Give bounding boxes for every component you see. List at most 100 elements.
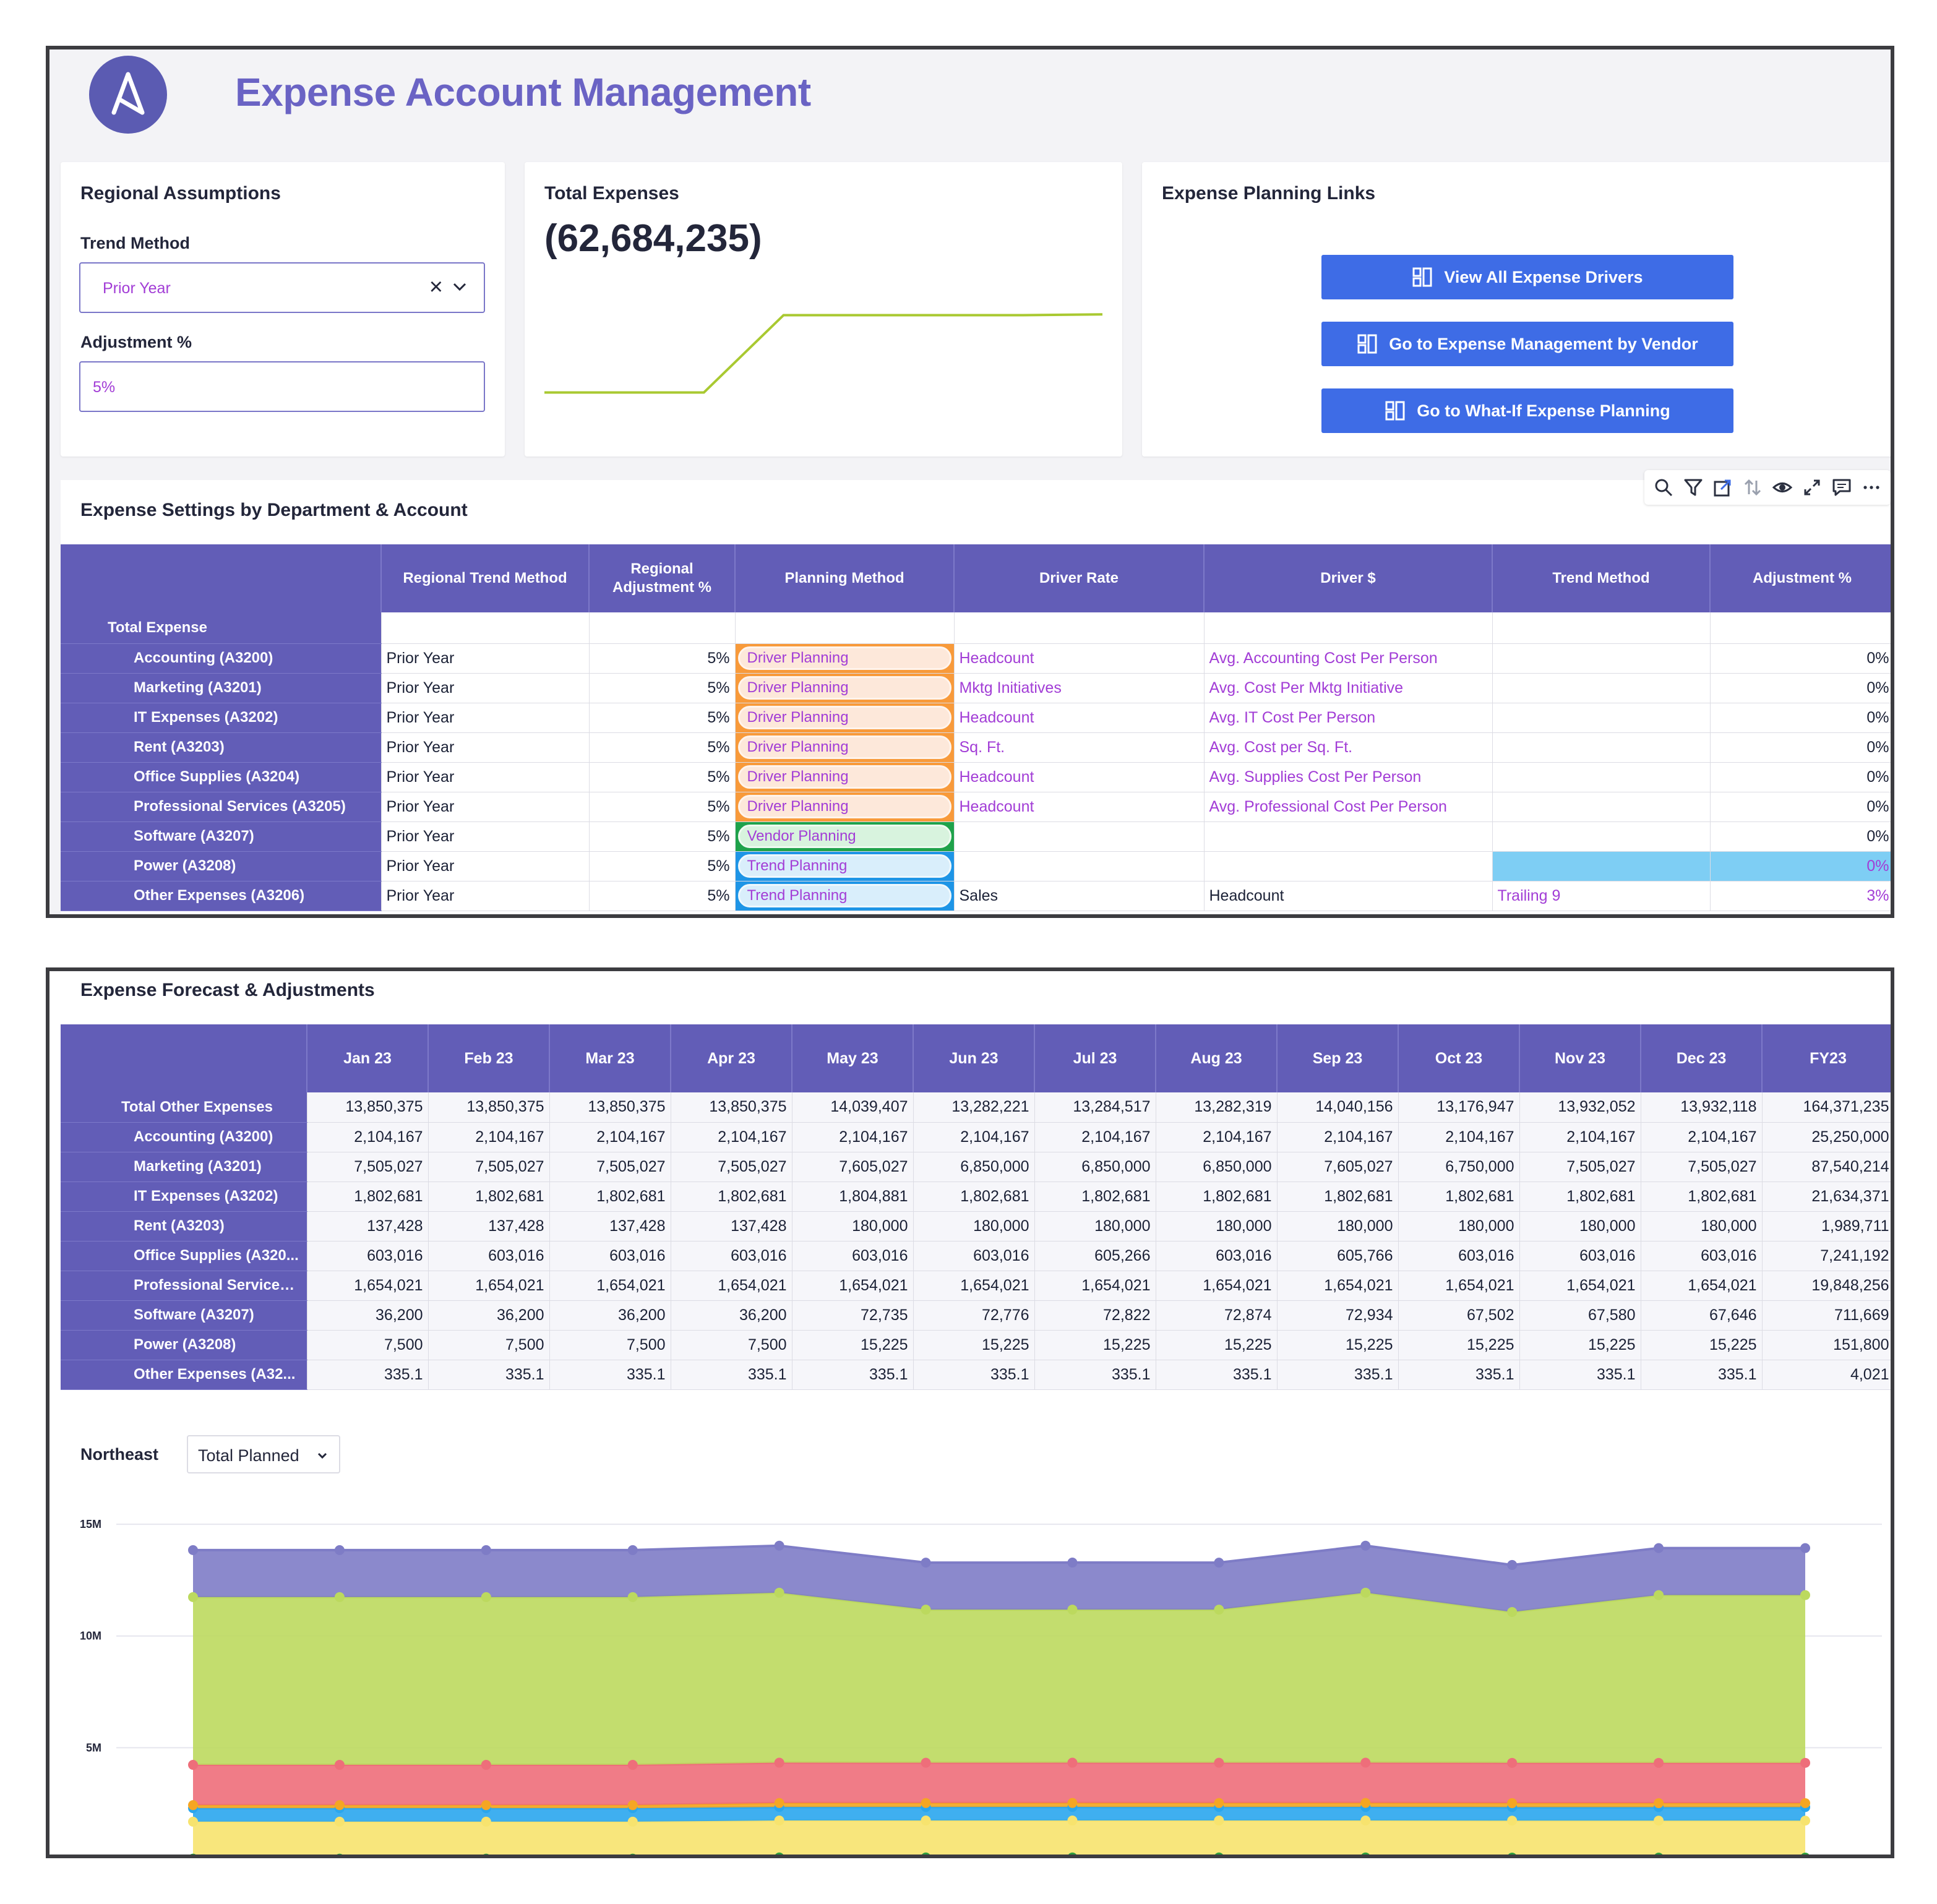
value-cell[interactable]: 1,654,021	[1641, 1271, 1763, 1301]
value-cell[interactable]: 25,250,000	[1762, 1122, 1891, 1152]
adjustment-cell[interactable]: 0%	[1710, 851, 1891, 881]
data-point[interactable]	[1360, 1816, 1371, 1826]
month-header[interactable]: Apr 23	[671, 1024, 792, 1092]
data-point[interactable]	[188, 1816, 198, 1827]
month-header[interactable]: Feb 23	[428, 1024, 550, 1092]
row-header[interactable]: Software (A3207)	[61, 1300, 307, 1331]
row-header[interactable]: IT Expenses (A3202)	[61, 1181, 307, 1212]
value-cell[interactable]: 15,225	[1398, 1330, 1520, 1360]
row-header[interactable]: Professional Services ...	[61, 1271, 307, 1301]
data-point[interactable]	[1654, 1798, 1664, 1808]
data-point[interactable]	[1507, 1606, 1518, 1617]
sort-icon[interactable]	[1742, 477, 1763, 498]
column-header[interactable]: Trend Method	[1492, 544, 1711, 612]
value-cell[interactable]: 67,580	[1519, 1300, 1641, 1331]
regional-trend-cell[interactable]: Prior Year	[381, 821, 590, 852]
data-point[interactable]	[188, 1800, 198, 1811]
value-cell[interactable]: 15,225	[1034, 1330, 1156, 1360]
more-icon[interactable]	[1861, 477, 1882, 498]
value-cell[interactable]: 1,654,021	[428, 1271, 550, 1301]
value-cell[interactable]: 7,505,027	[1519, 1152, 1641, 1182]
value-cell[interactable]: 1,654,021	[792, 1271, 914, 1301]
value-cell[interactable]: 36,200	[671, 1300, 792, 1331]
column-header[interactable]: Adjustment %	[1710, 544, 1891, 612]
value-cell[interactable]: 1,802,681	[1641, 1181, 1763, 1212]
value-cell[interactable]: 13,850,375	[671, 1092, 792, 1123]
month-header[interactable]: Jun 23	[913, 1024, 1035, 1092]
adjustment-input[interactable]: 5%	[79, 361, 485, 412]
value-cell[interactable]: 603,016	[428, 1241, 550, 1271]
data-point[interactable]	[334, 1592, 345, 1602]
driver-amount-cell[interactable]: Avg. Professional Cost Per Person	[1204, 792, 1493, 822]
value-cell[interactable]: 19,848,256	[1762, 1271, 1891, 1301]
data-point[interactable]	[481, 1800, 491, 1811]
adjustment-cell[interactable]: 0%	[1710, 792, 1891, 822]
data-point[interactable]	[774, 1587, 784, 1598]
data-point[interactable]	[774, 1798, 784, 1808]
value-cell[interactable]: 67,502	[1398, 1300, 1520, 1331]
value-cell[interactable]: 21,634,371	[1762, 1181, 1891, 1212]
value-cell[interactable]: 711,669	[1762, 1300, 1891, 1331]
value-cell[interactable]: 7,500	[307, 1330, 429, 1360]
value-cell[interactable]: 72,735	[792, 1300, 914, 1331]
regional-adjustment-cell[interactable]: 5%	[589, 821, 736, 852]
driver-rate-cell[interactable]: Headcount	[954, 762, 1205, 792]
driver-amount-cell[interactable]	[1204, 821, 1493, 852]
data-point[interactable]	[334, 1760, 345, 1770]
data-point[interactable]	[628, 1853, 638, 1858]
data-point[interactable]	[1654, 1852, 1664, 1858]
row-header[interactable]: Accounting (A3200)	[61, 1122, 307, 1152]
adjustment-cell[interactable]: 0%	[1710, 821, 1891, 852]
data-point[interactable]	[1360, 1852, 1370, 1858]
month-header[interactable]: Mar 23	[549, 1024, 671, 1092]
data-point[interactable]	[1800, 1798, 1810, 1808]
value-cell[interactable]: 6,850,000	[1156, 1152, 1278, 1182]
data-point[interactable]	[1800, 1757, 1810, 1768]
row-header[interactable]: Marketing (A3201)	[61, 673, 382, 703]
month-header[interactable]: Sep 23	[1277, 1024, 1399, 1092]
value-cell[interactable]: 72,776	[913, 1300, 1035, 1331]
value-cell[interactable]: 335.1	[1398, 1360, 1520, 1390]
data-point[interactable]	[774, 1757, 784, 1768]
row-header[interactable]: Power (A3208)	[61, 851, 382, 881]
regional-adjustment-cell[interactable]: 5%	[589, 643, 736, 674]
planning-method-cell[interactable]: Driver Planning	[735, 703, 955, 733]
value-cell[interactable]: 7,505,027	[671, 1152, 792, 1182]
value-cell[interactable]: 2,104,167	[1034, 1122, 1156, 1152]
data-point[interactable]	[627, 1592, 638, 1602]
data-point[interactable]	[1800, 1590, 1810, 1600]
planning-method-cell[interactable]: Driver Planning	[735, 792, 955, 822]
value-cell[interactable]: 137,428	[671, 1211, 792, 1241]
value-cell[interactable]: 335.1	[792, 1360, 914, 1390]
data-point[interactable]	[921, 1757, 931, 1768]
data-point[interactable]	[921, 1605, 931, 1615]
value-cell[interactable]: 7,241,192	[1762, 1241, 1891, 1271]
data-point[interactable]	[481, 1545, 491, 1555]
search-icon[interactable]	[1653, 477, 1674, 498]
value-cell[interactable]: 137,428	[549, 1211, 671, 1241]
trend-method-cell[interactable]	[1492, 673, 1711, 703]
table-cell[interactable]	[1710, 612, 1891, 644]
value-cell[interactable]: 2,104,167	[913, 1122, 1035, 1152]
row-header[interactable]: Power (A3208)	[61, 1330, 307, 1360]
row-header[interactable]: Software (A3207)	[61, 821, 382, 852]
data-point[interactable]	[775, 1852, 784, 1858]
regional-adjustment-cell[interactable]: 5%	[589, 673, 736, 703]
chevron-down-icon[interactable]	[450, 277, 469, 296]
eye-icon[interactable]	[1772, 477, 1793, 498]
data-point[interactable]	[481, 1853, 491, 1858]
adjustment-cell[interactable]: 3%	[1710, 881, 1891, 911]
regional-adjustment-cell[interactable]: 5%	[589, 792, 736, 822]
value-cell[interactable]: 335.1	[1641, 1360, 1763, 1390]
value-cell[interactable]: 6,850,000	[1034, 1152, 1156, 1182]
data-point[interactable]	[188, 1853, 198, 1858]
clear-icon[interactable]: ×	[429, 274, 443, 300]
value-cell[interactable]: 14,040,156	[1277, 1092, 1399, 1123]
value-cell[interactable]: 603,016	[1641, 1241, 1763, 1271]
planning-method-cell[interactable]: Driver Planning	[735, 643, 955, 674]
expand-icon[interactable]	[1802, 477, 1823, 498]
data-point[interactable]	[1507, 1853, 1517, 1858]
month-header[interactable]: Dec 23	[1641, 1024, 1763, 1092]
value-cell[interactable]: 180,000	[1519, 1211, 1641, 1241]
data-point[interactable]	[334, 1800, 345, 1811]
